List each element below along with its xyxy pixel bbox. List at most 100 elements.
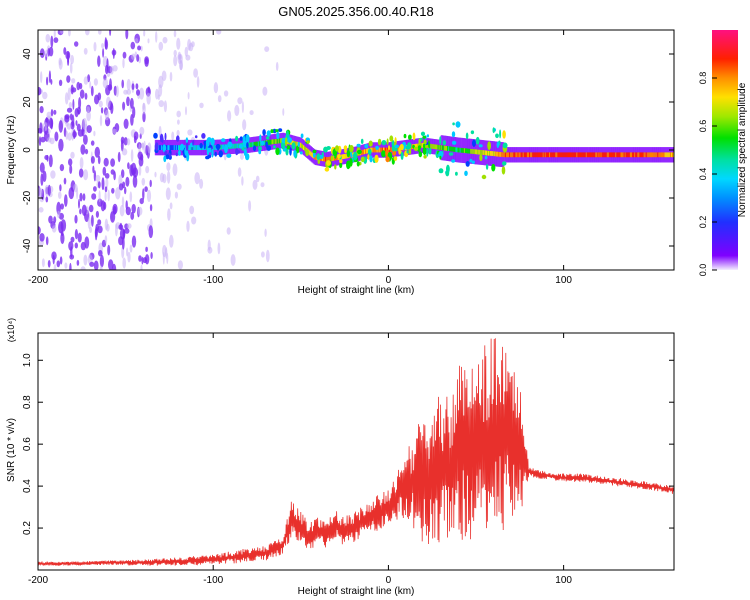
ridge-core	[559, 152, 562, 158]
ridge-core	[608, 152, 611, 158]
ridge-blob	[299, 151, 303, 155]
ridge-core	[477, 149, 480, 155]
ridge-core	[474, 149, 476, 155]
ridge-core	[437, 144, 440, 150]
noise-speck	[67, 132, 72, 141]
ridge-core	[222, 144, 224, 150]
ridge-blob	[502, 130, 506, 139]
ridge-core	[469, 148, 471, 154]
noise-speck	[76, 259, 80, 266]
ridge-core	[613, 152, 615, 158]
ridge-blob	[406, 142, 412, 150]
noise-speck	[97, 225, 103, 234]
colorbar-tick-label: 0.4	[698, 168, 708, 181]
noise-speck	[70, 151, 75, 159]
ridge-core	[268, 140, 270, 145]
ridge-core	[332, 156, 334, 161]
noise-speck	[100, 107, 104, 114]
noise-speck	[134, 51, 137, 58]
noise-speck	[53, 216, 57, 224]
noise-speck	[217, 242, 221, 255]
ridge-core	[198, 145, 201, 150]
noise-speck	[60, 219, 67, 232]
noise-speck	[74, 108, 79, 118]
ridge-blob	[439, 136, 442, 145]
noise-speck	[50, 35, 54, 48]
noise-speck	[141, 177, 146, 186]
noise-speck	[125, 176, 130, 187]
ridge-core	[625, 152, 628, 158]
noise-speck	[144, 56, 150, 65]
noise-speck	[99, 265, 103, 270]
ridge-core	[421, 142, 424, 148]
ridge-core	[397, 146, 400, 152]
ridge-core	[420, 143, 423, 148]
noise-speck	[45, 236, 49, 246]
snr-series	[38, 338, 674, 567]
ridge-blob	[451, 159, 456, 163]
ridge-core	[633, 152, 635, 158]
ridge-core	[544, 152, 547, 158]
ridge-core	[494, 151, 496, 157]
ridge-core	[536, 152, 538, 158]
noise-speck	[147, 142, 152, 154]
ridge-core	[434, 144, 436, 150]
ridge-core	[654, 152, 656, 158]
ridge-core	[258, 141, 261, 147]
noise-speck	[95, 174, 101, 182]
ridge-core	[566, 152, 569, 158]
noise-speck	[83, 47, 88, 55]
ridge-blob	[201, 133, 206, 139]
noise-speck	[59, 184, 62, 192]
ridge-blob	[485, 164, 489, 170]
ridge-core	[519, 152, 522, 158]
ridge-core	[253, 142, 256, 147]
ridge-blob	[377, 138, 382, 146]
ridge-core	[427, 143, 429, 149]
ridge-core	[571, 152, 573, 158]
noise-speck	[130, 97, 134, 109]
noise-speck	[78, 198, 80, 209]
noise-speck	[49, 137, 55, 145]
noise-speck	[70, 236, 75, 243]
ridge-blob	[349, 158, 353, 167]
noise-speck	[127, 251, 131, 263]
ridge-core	[520, 152, 523, 158]
snr-ticks: -200 -100 0 100 0.2 0.4 0.6 0.8 1.0	[22, 333, 674, 586]
ridge-core	[632, 152, 634, 158]
noise-speck	[126, 223, 132, 229]
ridge-blob	[306, 140, 310, 144]
ridge-core	[193, 145, 196, 150]
ridge-core	[256, 141, 259, 147]
noise-speck	[105, 177, 109, 189]
noise-speck	[248, 200, 252, 212]
ridge-core	[589, 152, 591, 158]
ridge-blob	[399, 143, 404, 151]
ridge-blob	[179, 143, 185, 151]
noise-speck	[166, 252, 169, 265]
ridge-core	[620, 152, 623, 158]
ridge-core	[364, 149, 366, 155]
noise-speck	[97, 198, 103, 207]
noise-speck	[83, 169, 89, 181]
ridge-core	[419, 143, 422, 148]
ridge-core	[666, 152, 669, 158]
ridge-core	[271, 139, 274, 145]
noise-speck	[63, 177, 67, 185]
ridge-blob	[220, 138, 226, 143]
ridge-core	[308, 149, 310, 155]
ridge-blob	[375, 145, 379, 150]
ridge-core	[304, 146, 306, 151]
ridge-core	[482, 150, 485, 155]
ridge-core	[327, 157, 329, 162]
ridge-core	[616, 152, 618, 158]
colorbar-ticks: 0.0 0.2 0.4 0.6 0.8	[698, 72, 717, 276]
ridge-core	[468, 148, 470, 154]
noise-speck	[137, 45, 142, 51]
noise-speck	[59, 164, 65, 172]
ridge-blob	[381, 140, 387, 146]
ridge-blob	[164, 150, 168, 156]
spectrogram-xlabel: Height of straight line (km)	[298, 285, 415, 296]
ridge-blob	[154, 142, 159, 151]
noise-speck	[227, 110, 232, 122]
